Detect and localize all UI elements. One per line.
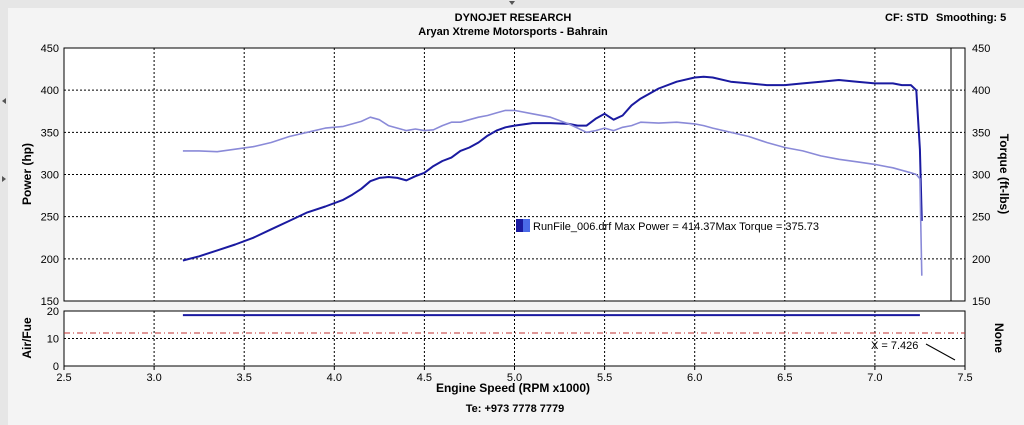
y-tick-label-air-fuel: 0 <box>53 361 59 373</box>
x-axis-ticks: 2.5 3.0 3.5 4.0 4.5 5.0 5.5 6.0 6.5 7.0 7.5 <box>56 366 973 384</box>
y-tick-label-torque: 450 <box>972 43 990 55</box>
y-axis-label-power: Power (hp) <box>20 143 34 205</box>
x-tick-label: 7.0 <box>867 372 882 384</box>
power-series-line <box>182 75 923 262</box>
y-tick-label-power: 400 <box>41 85 59 97</box>
legend-text: RunFile_006.drf Max Power = 414.37Max To… <box>533 221 819 233</box>
air-fuel-plot: 0 10 20 X = 7.426 <box>47 306 966 373</box>
x-tick-label: 6.0 <box>687 372 702 384</box>
legend-swatch-dark <box>516 219 523 232</box>
torque-series-line <box>182 109 923 276</box>
y-tick-label-air-fuel: 20 <box>47 306 59 318</box>
y-tick-label-power: 350 <box>41 127 59 139</box>
scroll-up-icon[interactable] <box>509 1 515 5</box>
y-tick-label-torque: 400 <box>972 85 990 97</box>
x-tick-label: 5.5 <box>597 372 612 384</box>
x-tick-label: 4.0 <box>327 372 342 384</box>
scroll-left-icon[interactable] <box>2 98 6 104</box>
x-tick-label: 6.5 <box>777 372 792 384</box>
cursor-leader-line <box>925 343 956 361</box>
main-series <box>182 75 923 276</box>
y-axis-label-none: None <box>992 323 1006 353</box>
y-tick-label-torque: 350 <box>972 127 990 139</box>
y-tick-label-power: 200 <box>41 254 59 266</box>
y-tick-label-air-fuel: 10 <box>47 334 59 346</box>
y-axis-label-air-fuel: Air/Fue <box>20 317 34 359</box>
x-tick-label: 4.5 <box>417 372 432 384</box>
y-tick-label-torque: 300 <box>972 170 990 182</box>
y-tick-label-power: 150 <box>41 296 59 308</box>
air-fuel-grid <box>64 311 965 366</box>
main-plot: 150 150 200 200 250 250 300 300 350 350 400 400 450 4… <box>41 43 991 308</box>
legend-swatch-light <box>523 219 530 232</box>
x-tick-label: 7.5 <box>957 372 972 384</box>
y-axis-label-torque: Torque (ft-lbs) <box>997 134 1011 214</box>
x-tick-label: 5.0 <box>507 372 522 384</box>
chart-title: DYNOJET RESEARCH <box>455 12 572 24</box>
chart-subtitle: Aryan Xtreme Motorsports - Bahrain <box>418 26 608 38</box>
y-tick-label-power: 250 <box>41 212 59 224</box>
y-tick-label-power: 300 <box>41 170 59 182</box>
main-ticks: 150 150 200 200 250 250 300 300 350 350 400 400 450 4… <box>41 43 991 308</box>
smoothing-label: Smoothing: 5 <box>936 12 1006 24</box>
x-tick-label: 3.5 <box>237 372 252 384</box>
x-axis-label: Engine Speed (RPM x1000) <box>436 381 590 395</box>
cursor-readout: X = 7.426 <box>871 340 918 352</box>
y-tick-label-torque: 150 <box>972 296 990 308</box>
scroll-right-icon[interactable] <box>2 176 6 182</box>
y-tick-label-torque: 200 <box>972 254 990 266</box>
main-plot-area <box>63 47 966 302</box>
left-scroll-strip[interactable] <box>0 0 8 425</box>
cf-label: CF: STD <box>885 12 928 24</box>
x-tick-label: 3.0 <box>146 372 161 384</box>
air-fuel-series <box>64 314 965 334</box>
x-tick-label: 2.5 <box>56 372 71 384</box>
air-fuel-ticks: 0 10 20 <box>47 306 59 373</box>
footer-phone: Te: +973 7778 7779 <box>466 403 565 415</box>
y-tick-label-torque: 250 <box>972 212 990 224</box>
y-tick-label-power: 450 <box>41 43 59 55</box>
legend[interactable]: RunFile_006.drf Max Power = 414.37Max To… <box>516 219 819 233</box>
